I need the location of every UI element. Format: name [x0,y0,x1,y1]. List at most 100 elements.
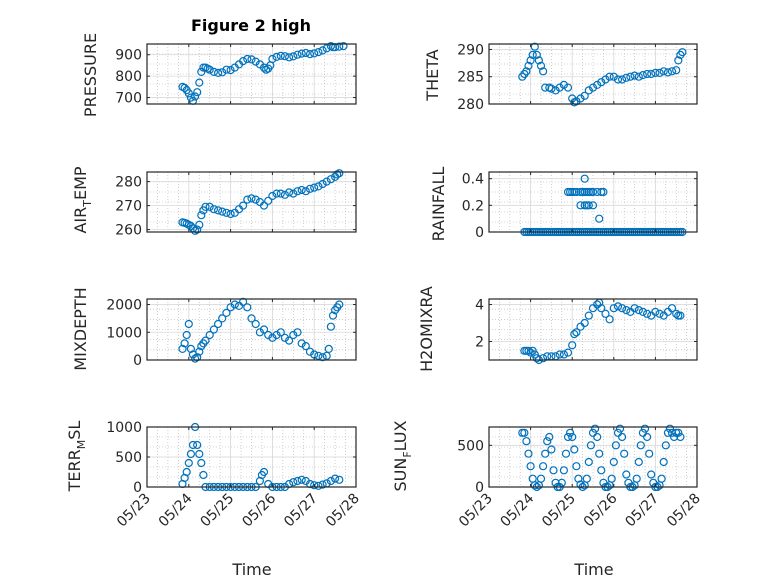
data-point [205,65,214,74]
data-point [318,353,327,362]
y-tick-label: 0 [475,225,484,241]
data-point [251,57,260,66]
data-point [572,328,581,337]
data-point [276,189,285,198]
subplot-air-temp: AIRTEMP [71,166,94,233]
data-point [590,424,600,433]
ylabel-pressure: PRESSURE [81,33,100,117]
data-point [305,184,315,193]
y-tick-label: 290 [457,42,484,58]
data-point [209,325,218,334]
data-point [205,330,214,340]
data-point [276,51,285,60]
data-point [645,449,654,458]
data-point [526,348,535,357]
data-point [195,449,204,459]
data-point [268,54,277,64]
data-point [601,75,610,84]
subplot-rainfall: RAINFALL [429,167,448,242]
data-point [272,52,281,62]
data-point [669,432,679,442]
x-tick-label: 05/27 [281,491,321,531]
axes-frame [146,43,357,105]
subplot-mixdepth: MIXDEPTH [71,287,90,370]
data-point [651,68,660,78]
data-point [636,441,645,450]
data-point [605,315,614,324]
data-point [565,428,575,437]
data-point [661,441,670,450]
data-point [280,52,289,61]
data-point [259,467,269,477]
data-point [541,449,550,458]
data-point [310,183,319,192]
data-point [572,97,581,106]
x-tick-label: 05/25 [539,491,579,531]
data-point [609,72,618,81]
data-point [588,428,598,437]
y-tick-label: 285 [457,70,484,86]
data-point [632,474,641,483]
x-tick-label: 05/28 [323,491,363,531]
data-point [582,474,591,483]
data-point [195,347,204,356]
data-point [532,354,541,363]
data-point [301,48,310,58]
data-point [297,49,306,58]
data-point [247,55,256,64]
data-point [268,333,277,342]
y-tick-label: 270 [115,199,142,215]
y-tick-label: 500 [457,438,484,454]
data-point [551,86,560,95]
data-point [289,330,298,340]
data-point [613,75,623,84]
data-point [607,474,616,483]
data-point [197,67,206,77]
data-point [576,94,585,103]
data-point [597,466,606,475]
data-point [314,351,323,360]
data-point [335,300,344,309]
x-tick-label: 05/27 [622,491,662,531]
data-point [297,339,306,348]
data-point [193,440,202,450]
data-point [659,457,668,467]
data-point [247,314,256,323]
y-tick-label: 0.2 [462,198,484,214]
data-point [595,449,604,458]
data-point [191,92,200,101]
data-point [593,187,602,197]
data-point [293,476,302,486]
data-point [318,480,327,489]
data-point [209,67,218,77]
data-point [555,350,564,359]
data-point [630,304,639,313]
y-tick-label: 2000 [106,298,142,314]
data-point [611,441,621,450]
data-point [188,440,198,450]
data-point [218,68,227,77]
data-point [672,66,681,75]
y-tick-label: 0.4 [462,172,484,188]
data-point [617,304,627,313]
data-point [559,80,569,90]
data-point [593,80,602,90]
data-point [651,307,660,316]
data-point [239,201,248,210]
data-point [201,202,210,211]
data-point [289,189,298,198]
y-tick-label: 0 [133,480,142,496]
y-tick-label: 700 [115,91,142,107]
data-point [534,56,544,65]
data-point [559,466,569,475]
subplot-pressure: PRESSURE [81,33,100,117]
data-point [209,205,218,214]
data-point [642,309,652,318]
data-point [193,225,202,234]
data-point [532,50,541,60]
data-point [234,301,244,310]
data-point [255,328,264,337]
data-point [530,481,539,490]
data-point [576,201,585,210]
data-point [672,309,681,318]
